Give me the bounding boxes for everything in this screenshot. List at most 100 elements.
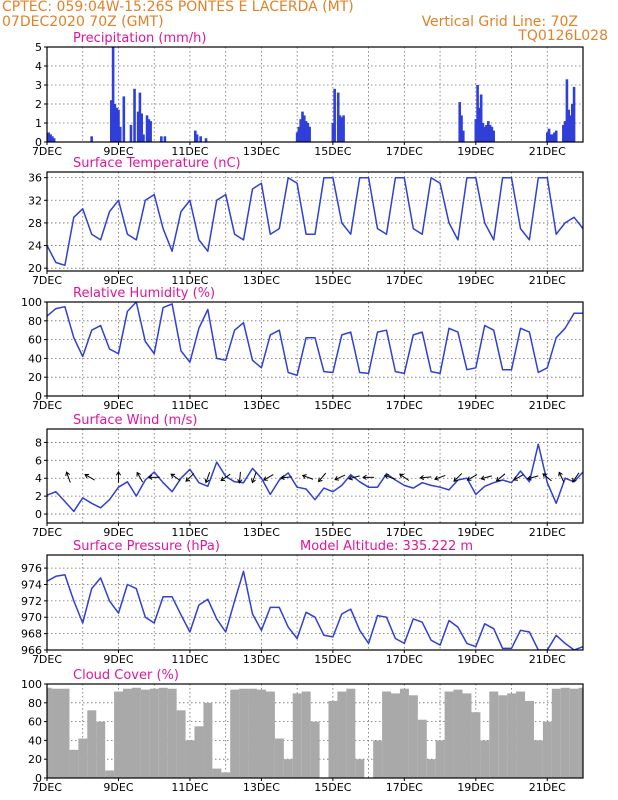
wind-arrow-head bbox=[84, 473, 90, 479]
panel-title: Cloud Cover (%) bbox=[73, 668, 179, 683]
y-tick-label: 80 bbox=[28, 315, 42, 328]
wind-arrow-head bbox=[147, 474, 153, 480]
cloud-bar bbox=[525, 700, 534, 778]
precip-bar bbox=[129, 124, 133, 142]
cloud-bar bbox=[87, 710, 97, 778]
wind-arrow-shaft bbox=[280, 476, 292, 479]
y-tick-label: 976 bbox=[21, 562, 42, 575]
x-tick-label: 21DEC bbox=[529, 526, 566, 539]
wind-arrow-head bbox=[115, 470, 122, 476]
cloud-bar bbox=[346, 688, 356, 778]
wind-arrow bbox=[383, 474, 396, 480]
wind-arrow-shaft bbox=[384, 474, 396, 480]
y-tick-label: 0 bbox=[35, 508, 42, 521]
wind-arrow bbox=[466, 474, 478, 481]
cloud-bar bbox=[417, 719, 427, 778]
wind-arrow-head bbox=[362, 474, 367, 480]
precip-bar bbox=[140, 113, 143, 142]
cloud-bar bbox=[355, 759, 365, 778]
cloud-bar bbox=[301, 691, 311, 778]
cloud-bar bbox=[551, 688, 561, 778]
wind-arrow bbox=[204, 472, 211, 484]
y-tick-label: 8 bbox=[35, 436, 42, 449]
x-tick-label: 13DEC bbox=[243, 781, 280, 794]
cloud-bar bbox=[239, 688, 249, 778]
x-tick-label: 15DEC bbox=[314, 274, 351, 287]
x-tick-label: 11DEC bbox=[171, 781, 208, 794]
x-tick-label: 13DEC bbox=[243, 526, 280, 539]
y-tick-label: 20 bbox=[28, 262, 42, 275]
wind-arrow-shaft bbox=[66, 472, 71, 483]
cloud-bar bbox=[123, 688, 132, 778]
wind-arrow-head bbox=[262, 476, 268, 481]
precip-bar bbox=[145, 115, 149, 142]
x-tick-label: 7DEC bbox=[32, 145, 62, 158]
y-tick-label: 40 bbox=[28, 734, 42, 747]
cloud-bar bbox=[569, 688, 579, 778]
precip-bar bbox=[147, 119, 151, 142]
rh-line bbox=[47, 302, 583, 377]
y-tick-label: 966 bbox=[21, 644, 42, 657]
y-tick-label: 3 bbox=[35, 79, 42, 92]
panel-pressure: 966 968 970 972 974 976 7DEC 9DEC 11DEC 13DEC 15DE… bbox=[21, 539, 584, 666]
cloud-bar bbox=[444, 691, 454, 778]
wind-arrow-head bbox=[480, 475, 486, 481]
station-title: CPTEC: 059:04W-15:26S PONTES E LACERDA (… bbox=[2, 0, 354, 15]
wind-arrow bbox=[334, 474, 346, 481]
wind-arrow-shaft bbox=[453, 473, 463, 482]
cloud-bar bbox=[203, 702, 213, 778]
precip-bar bbox=[563, 121, 567, 142]
cloud-bar bbox=[337, 691, 347, 778]
cloud-bar bbox=[283, 759, 293, 778]
wind-arrow-shaft bbox=[185, 473, 195, 482]
precip-bar bbox=[336, 92, 340, 142]
wind-arrow-head bbox=[513, 476, 518, 481]
cloud-bar bbox=[435, 740, 445, 778]
wind-arrow-head bbox=[65, 471, 71, 477]
temp-line bbox=[47, 176, 583, 267]
wind-arrow bbox=[572, 472, 580, 483]
wind-arrow-head bbox=[237, 479, 243, 484]
precip-bar bbox=[488, 124, 492, 142]
wind-arrow bbox=[262, 474, 274, 481]
wind-arrow-shaft bbox=[496, 473, 506, 482]
x-tick-label: 15DEC bbox=[314, 526, 351, 539]
wind-arrow bbox=[136, 471, 144, 483]
wind-arrow bbox=[170, 473, 181, 481]
precip-bar bbox=[302, 115, 306, 142]
wind-arrow-head bbox=[558, 471, 563, 477]
precip-bar bbox=[47, 132, 51, 142]
precip-bar bbox=[52, 138, 56, 142]
wind-arrow bbox=[558, 471, 565, 483]
precip-bar bbox=[554, 130, 558, 142]
cloud-bar bbox=[328, 700, 338, 778]
y-tick-label: 80 bbox=[28, 697, 42, 710]
precip-bar bbox=[460, 115, 463, 142]
x-tick-label: 9DEC bbox=[103, 526, 133, 539]
wind-arrow-shaft bbox=[572, 472, 580, 483]
cloud-bar bbox=[310, 721, 320, 778]
cloud-bar bbox=[131, 687, 141, 778]
y-tick-label: 60 bbox=[28, 716, 42, 729]
wind-arrow-shaft bbox=[481, 475, 492, 480]
cloud-bar bbox=[382, 691, 392, 778]
panel-title: Surface Pressure (hPa) bbox=[73, 539, 220, 554]
precip-bar bbox=[299, 119, 303, 142]
precip-bar bbox=[118, 126, 122, 142]
x-tick-label: 13DEC bbox=[243, 274, 280, 287]
cloud-bar bbox=[47, 687, 52, 778]
precip-bar bbox=[49, 134, 52, 142]
cloud-bar bbox=[185, 740, 195, 778]
x-tick-label: 21DEC bbox=[529, 274, 566, 287]
cloud-bar bbox=[507, 693, 517, 778]
x-tick-label: 11DEC bbox=[171, 653, 208, 666]
cloud-bar bbox=[408, 695, 418, 778]
precip-bar bbox=[122, 96, 126, 142]
y-tick-label: 1 bbox=[35, 117, 42, 130]
y-tick-label: 968 bbox=[21, 628, 42, 641]
precip-bar bbox=[195, 134, 199, 142]
x-tick-label: 7DEC bbox=[32, 781, 62, 794]
precip-bar bbox=[117, 109, 120, 142]
cloud-bar bbox=[176, 710, 186, 778]
precip-bar bbox=[149, 121, 152, 142]
